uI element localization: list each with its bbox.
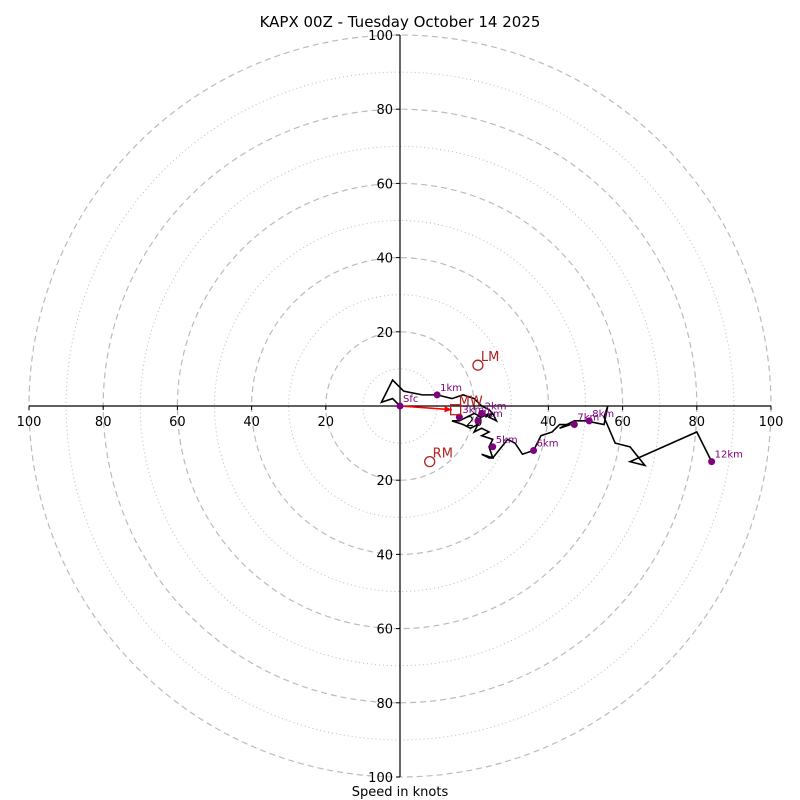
y-tick-label: 60	[376, 177, 393, 192]
left-mover-marker	[472, 359, 484, 371]
y-tick-label: 100	[368, 29, 393, 44]
height-marker-label: 6km	[537, 439, 559, 450]
mean-wind-marker	[449, 404, 462, 416]
y-tick-label: 40	[376, 252, 393, 267]
height-marker	[433, 391, 441, 399]
tick-labels: 100 80 60 40 20 20 40 60 80 100100806040202040608…	[17, 29, 784, 786]
height-marker	[489, 443, 497, 451]
height-marker	[530, 447, 538, 455]
hodograph-line	[379, 378, 713, 467]
y-tick-label: 60	[376, 623, 393, 638]
x-tick-label: 100	[17, 415, 42, 430]
y-tick-label: 80	[376, 103, 393, 118]
height-marker	[570, 421, 578, 429]
height-marker	[396, 402, 404, 410]
shear-vector	[399, 405, 452, 413]
height-marker-label: 12km	[715, 450, 743, 461]
height-marker	[478, 409, 486, 417]
x-tick-label: 40	[540, 415, 557, 430]
height-markers: Sfc1km2km3km4km5km6km7km8km12km	[396, 383, 743, 466]
y-tick-label: 100	[368, 771, 393, 786]
height-marker	[455, 413, 463, 421]
x-tick-label: 60	[614, 415, 631, 430]
shear-vector-line	[399, 405, 452, 411]
x-tick-label: 40	[243, 415, 260, 430]
height-marker-label: 3km	[462, 405, 484, 416]
x-tick-label: 60	[169, 415, 186, 430]
right-mover-marker	[424, 455, 436, 468]
height-marker-label: 1km	[440, 383, 462, 394]
height-marker-label: 4km	[481, 409, 503, 420]
height-marker	[585, 417, 593, 425]
y-tick-label: 80	[376, 697, 393, 712]
x-axis-label: Speed in knots	[352, 785, 449, 800]
height-marker	[708, 458, 716, 466]
x-tick-label: 80	[689, 415, 706, 430]
height-marker-label: 2km	[485, 401, 507, 412]
y-tick-label: 40	[376, 548, 393, 563]
storm-motion-label: LM	[481, 350, 499, 365]
shear-vector-arrowhead	[444, 406, 452, 413]
height-marker-label: 5km	[496, 435, 518, 446]
x-tick-label: 20	[318, 415, 335, 430]
chart-title: KAPX 00Z - Tuesday October 14 2025	[260, 13, 541, 31]
height-marker-label: 8km	[592, 409, 614, 420]
storm-motion-label: MW	[459, 395, 483, 410]
storm-motion-label: RM	[433, 447, 453, 462]
hodograph-trace	[379, 378, 713, 467]
height-marker	[474, 417, 482, 425]
x-tick-label: 100	[759, 415, 784, 430]
height-marker-label: Sfc	[403, 394, 418, 405]
y-tick-label: 20	[376, 326, 393, 341]
x-tick-label: 80	[95, 415, 112, 430]
y-tick-label: 20	[376, 474, 393, 489]
storm-motion-markers: LM MW RM	[424, 350, 499, 468]
